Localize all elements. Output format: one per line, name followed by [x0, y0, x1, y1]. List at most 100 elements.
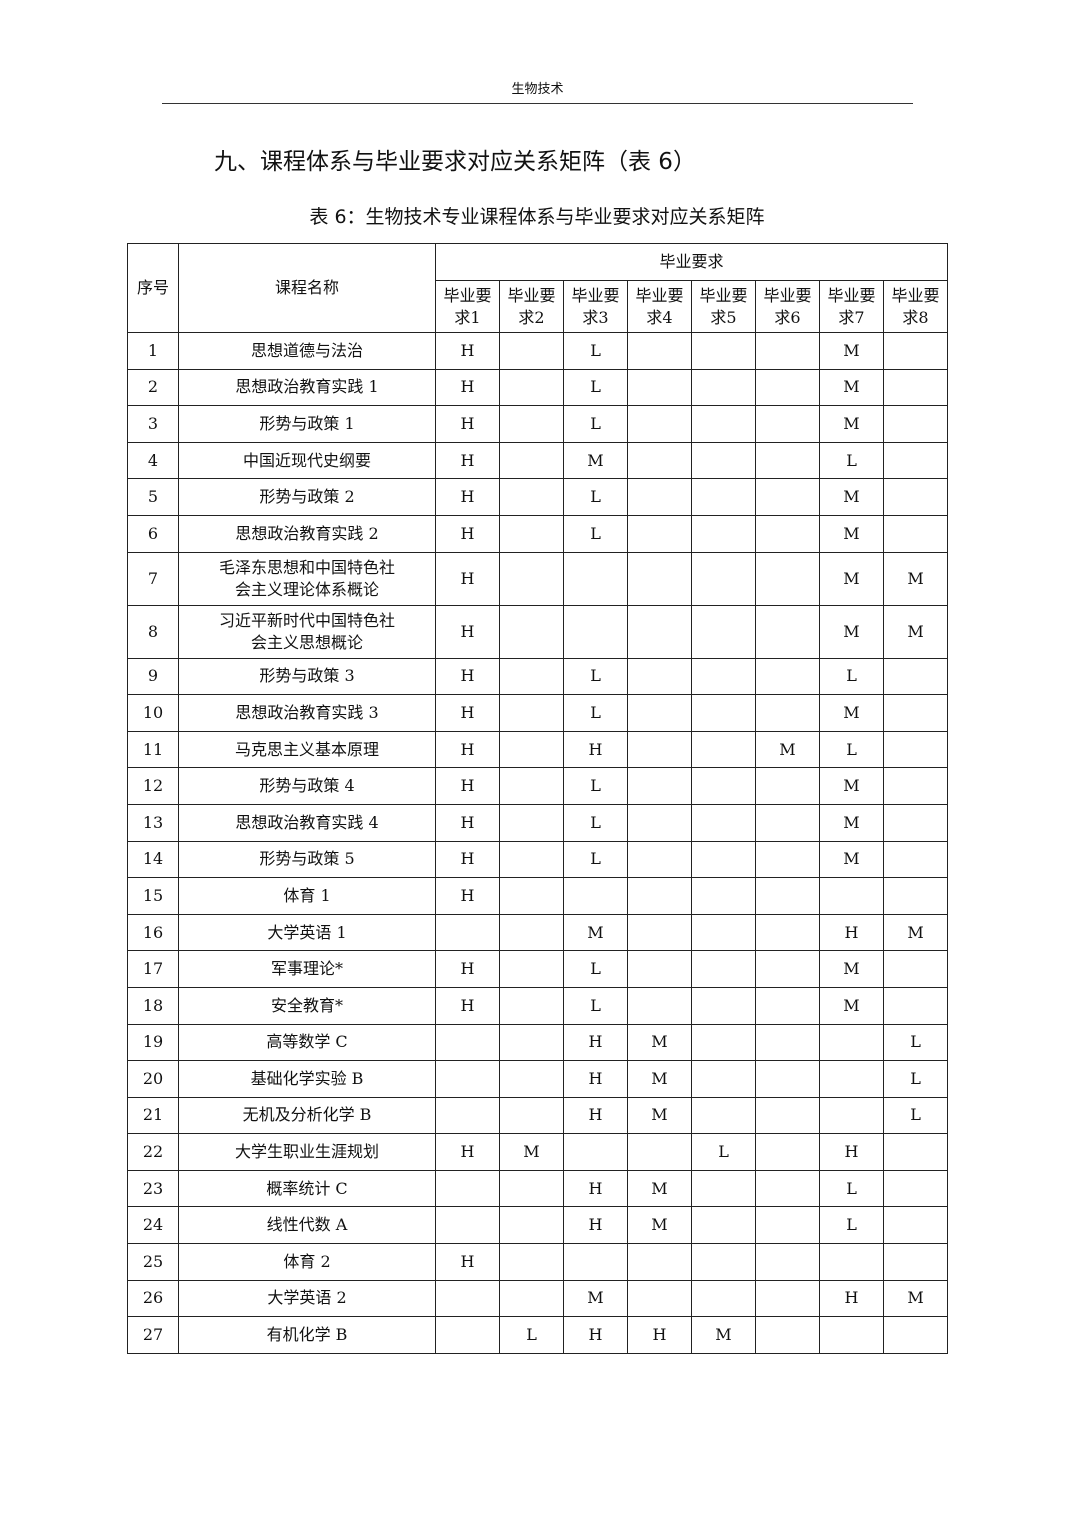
requirement-cell-8 [882, 405, 949, 443]
requirement-cell-6 [755, 1243, 820, 1281]
requirement-cell-8: M [882, 913, 949, 952]
requirement-cell-3 [563, 604, 628, 659]
requirement-cell-2 [499, 1169, 564, 1208]
requirement-cell-2 [499, 441, 564, 480]
header-requirement-6: 毕业要求6 [755, 280, 820, 333]
requirement-cell-7: L [819, 730, 884, 769]
requirement-cell-8 [882, 840, 949, 879]
requirement-cell-7 [819, 1316, 884, 1354]
requirement-cell-1: H [435, 803, 500, 842]
requirement-cell-6 [755, 657, 820, 696]
requirement-cell-4 [627, 803, 692, 842]
requirement-cell-8: M [882, 1279, 949, 1318]
requirement-cell-7: M [819, 478, 884, 516]
row-index: 18 [127, 986, 179, 1025]
course-name: 习近平新时代中国特色社会主义思想概论 [178, 604, 436, 659]
requirement-cell-6 [755, 767, 820, 805]
requirement-cell-3: M [563, 913, 628, 952]
requirement-cell-3 [563, 877, 628, 915]
requirement-cell-3: L [563, 803, 628, 842]
requirement-cell-6 [755, 332, 820, 370]
requirement-cell-2 [499, 332, 564, 370]
requirement-cell-6 [755, 514, 820, 553]
requirement-cell-1: H [435, 405, 500, 443]
table-row: 7 毛泽东思想和中国特色社会主义理论体系概论 H M M [127, 551, 949, 606]
requirement-cell-8: M [882, 604, 949, 659]
requirement-cell-3: H [563, 1023, 628, 1062]
requirement-cell-6 [755, 877, 820, 915]
requirement-cell-8 [882, 368, 949, 407]
requirement-cell-1: H [435, 950, 500, 988]
requirement-cell-2 [499, 604, 564, 659]
requirement-cell-7: H [819, 913, 884, 952]
requirement-cell-1: H [435, 441, 500, 480]
requirement-cell-3: L [563, 368, 628, 407]
row-index: 26 [127, 1279, 179, 1318]
requirement-cell-7: M [819, 514, 884, 553]
course-name: 形势与政策 3 [178, 657, 436, 696]
requirement-cell-8 [882, 514, 949, 553]
row-index: 14 [127, 840, 179, 879]
table-row: 17 军事理论* H L M [127, 950, 949, 988]
requirement-cell-6 [755, 913, 820, 952]
requirement-cell-7: M [819, 694, 884, 732]
row-index: 25 [127, 1243, 179, 1281]
requirement-cell-2 [499, 986, 564, 1025]
requirement-cell-1: H [435, 986, 500, 1025]
course-name: 形势与政策 2 [178, 478, 436, 516]
header-requirement-1: 毕业要求1 [435, 280, 500, 333]
requirement-cell-2 [499, 730, 564, 769]
requirement-cell-4: M [627, 1060, 692, 1098]
requirement-cell-2 [499, 514, 564, 553]
requirement-cell-3 [563, 551, 628, 606]
requirement-cell-3: L [563, 405, 628, 443]
requirement-cell-4 [627, 551, 692, 606]
requirement-cell-1: H [435, 1243, 500, 1281]
requirement-cell-6 [755, 1023, 820, 1062]
requirement-cell-4: M [627, 1206, 692, 1245]
requirement-cell-6 [755, 1169, 820, 1208]
requirement-cell-5 [691, 441, 756, 480]
row-index: 15 [127, 877, 179, 915]
course-name: 思想道德与法治 [178, 332, 436, 370]
requirement-cell-3: L [563, 950, 628, 988]
requirement-cell-3: H [563, 1096, 628, 1135]
requirement-cell-8 [882, 986, 949, 1025]
requirement-cell-5 [691, 368, 756, 407]
row-index: 1 [127, 332, 179, 370]
section-title: 九、课程体系与毕业要求对应关系矩阵（表 6） [214, 149, 696, 175]
requirement-cell-4 [627, 368, 692, 407]
requirement-cell-8 [882, 478, 949, 516]
requirement-cell-6 [755, 368, 820, 407]
requirement-cell-1: H [435, 840, 500, 879]
course-name: 马克思主义基本原理 [178, 730, 436, 769]
requirement-cell-8 [882, 803, 949, 842]
requirement-cell-5: M [691, 1316, 756, 1354]
table-caption: 表 6：生物技术专业课程体系与毕业要求对应关系矩阵 [309, 206, 765, 228]
course-name: 中国近现代史纲要 [178, 441, 436, 480]
requirement-cell-2 [499, 767, 564, 805]
row-index: 8 [127, 604, 179, 659]
requirement-cell-8 [882, 877, 949, 915]
requirement-cell-1 [435, 1206, 500, 1245]
header-requirement-4: 毕业要求4 [627, 280, 692, 333]
requirement-cell-1 [435, 1023, 500, 1062]
requirement-cell-2 [499, 1243, 564, 1281]
requirement-cell-8 [882, 1243, 949, 1281]
requirement-cell-4 [627, 514, 692, 553]
table-row: 11 马克思主义基本原理 H H M L [127, 730, 949, 769]
requirement-cell-1: H [435, 1133, 500, 1171]
row-index: 2 [127, 368, 179, 407]
requirement-cell-3: L [563, 514, 628, 553]
requirement-cell-7 [819, 877, 884, 915]
requirement-cell-2 [499, 840, 564, 879]
course-name: 大学生职业生涯规划 [178, 1133, 436, 1171]
requirement-cell-5 [691, 1096, 756, 1135]
requirement-cell-7: M [819, 950, 884, 988]
requirement-cell-4: M [627, 1023, 692, 1062]
